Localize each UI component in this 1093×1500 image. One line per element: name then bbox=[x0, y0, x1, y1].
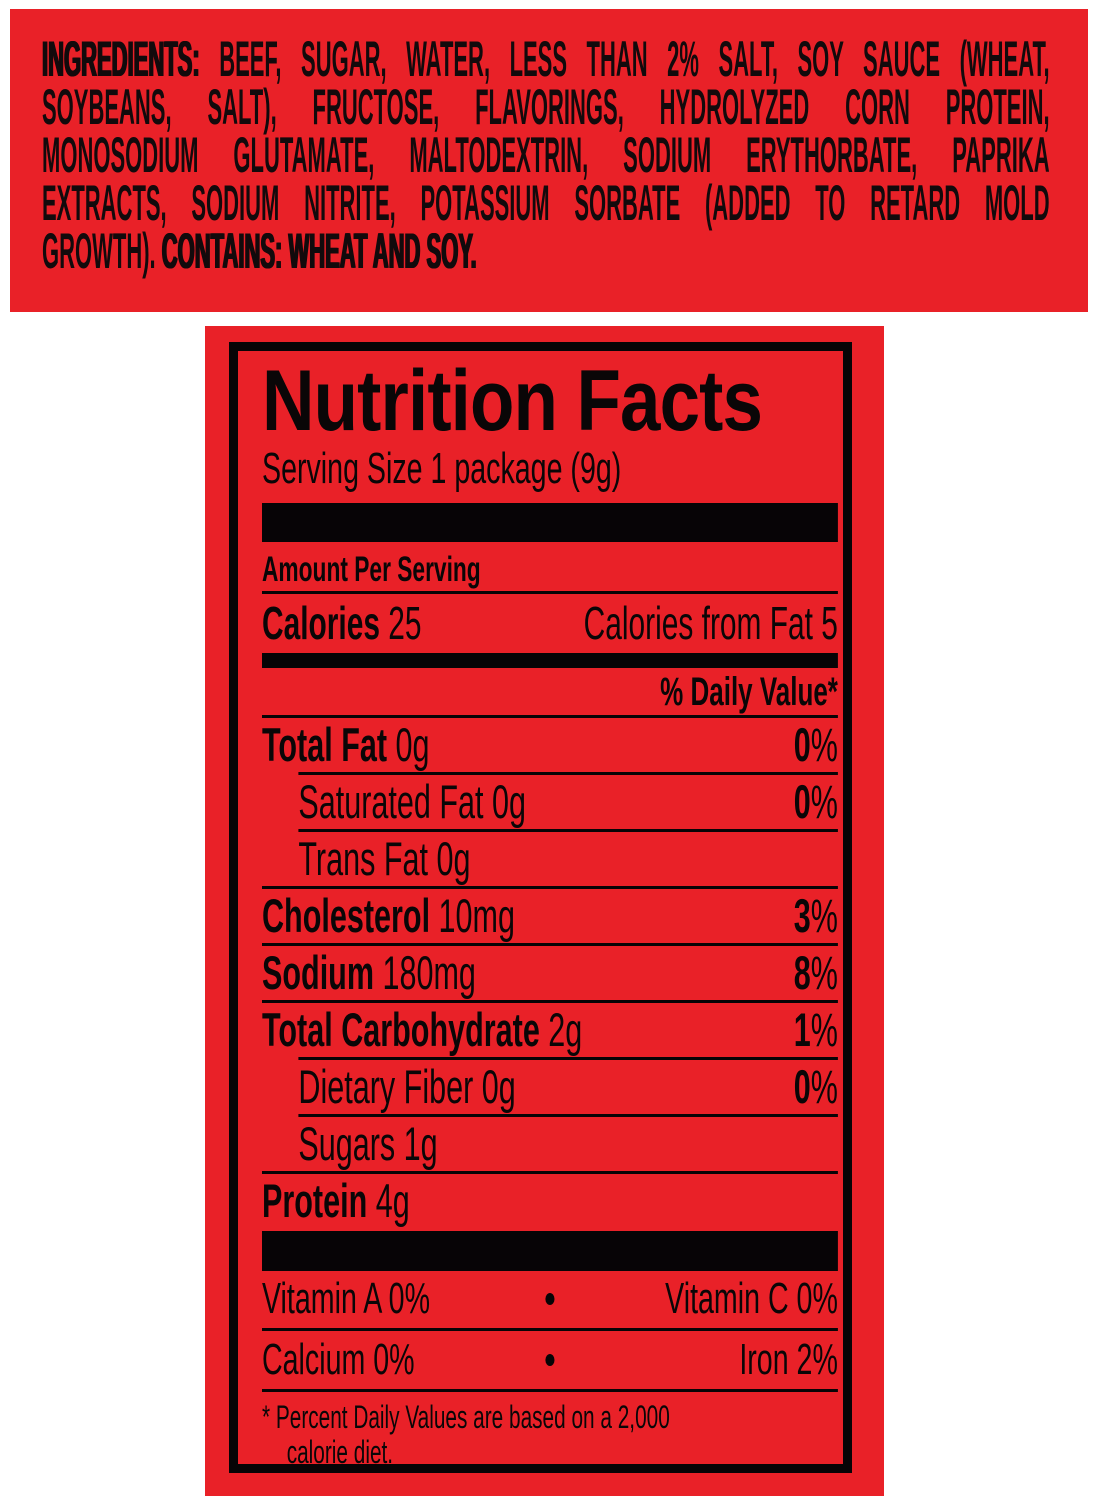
contains-statement: CONTAINS: WHEAT AND SOY. bbox=[161, 223, 477, 279]
bullet-dot-icon bbox=[545, 1293, 555, 1305]
vitamin-a: Vitamin A 0% bbox=[262, 1274, 431, 1323]
nutrient-row-saturated-fat: Saturated Fat 0g 0% bbox=[298, 775, 838, 828]
nutrient-row-total-carbohydrate: Total Carbohydrate 2g 1% bbox=[262, 1003, 838, 1056]
vitamin-row-a-c: Vitamin A 0% Vitamin C 0% bbox=[262, 1271, 838, 1327]
iron: Iron 2% bbox=[739, 1335, 838, 1384]
nutrient-row-sugars: Sugars 1g bbox=[298, 1117, 438, 1170]
redacted-servings-bar bbox=[262, 503, 838, 542]
daily-value: 3% bbox=[793, 889, 838, 942]
nutrition-facts-panel: Nutrition Facts Serving Size 1 package (… bbox=[205, 326, 884, 1496]
calcium: Calcium 0% bbox=[262, 1335, 415, 1384]
divider bbox=[262, 1328, 838, 1331]
daily-value-header: % Daily Value* bbox=[660, 670, 838, 714]
bullet-dot-icon bbox=[545, 1354, 555, 1366]
divider bbox=[262, 1389, 838, 1392]
ingredients-text: INGREDIENTS: BEEF, SUGAR, WATER, LESS TH… bbox=[42, 31, 1050, 279]
thick-divider-bar bbox=[262, 1231, 838, 1271]
calories-label: Calories 25 bbox=[262, 597, 422, 649]
vitamin-c: Vitamin C 0% bbox=[665, 1274, 838, 1323]
divider-indented bbox=[298, 1057, 838, 1060]
ingredients-line: SOYBEANS, SALT), FRUCTOSE, FLAVORINGS, H… bbox=[42, 79, 1050, 135]
thick-divider-bar bbox=[262, 653, 838, 668]
ingredients-line: MONOSODIUM GLUTAMATE, MALTODEXTRIN, SODI… bbox=[42, 127, 1050, 183]
daily-value: 8% bbox=[793, 946, 838, 999]
ingredients-line: EXTRACTS, SODIUM NITRITE, POTASSIUM SORB… bbox=[42, 175, 1050, 231]
nutrition-facts-frame: Nutrition Facts Serving Size 1 package (… bbox=[229, 342, 852, 1473]
daily-value: 0% bbox=[793, 718, 838, 771]
nutrient-row-protein: Protein 4g bbox=[262, 1174, 410, 1227]
divider-indented bbox=[298, 829, 838, 832]
nutrition-facts-title: Nutrition Facts bbox=[262, 353, 763, 449]
calories-from-fat: Calories from Fat 5 bbox=[583, 597, 838, 649]
divider-indented bbox=[298, 1114, 838, 1117]
amount-per-serving: Amount Per Serving bbox=[262, 550, 481, 589]
vitamin-row-calcium-iron: Calcium 0% Iron 2% bbox=[262, 1332, 838, 1388]
nutrition-facts-content: Nutrition Facts Serving Size 1 package (… bbox=[262, 351, 838, 1470]
divider bbox=[262, 715, 838, 718]
nutrient-row-trans-fat: Trans Fat 0g bbox=[298, 832, 471, 885]
ingredients-line: INGREDIENTS: BEEF, SUGAR, WATER, LESS TH… bbox=[42, 31, 1050, 87]
nutrient-row-total-fat: Total Fat 0g 0% bbox=[262, 718, 838, 771]
ingredients-box: INGREDIENTS: BEEF, SUGAR, WATER, LESS TH… bbox=[10, 9, 1088, 312]
nutrient-row-cholesterol: Cholesterol 10mg 3% bbox=[262, 889, 838, 942]
divider bbox=[262, 886, 838, 889]
nutrient-row-sodium: Sodium 180mg 8% bbox=[262, 946, 838, 999]
divider bbox=[262, 591, 838, 594]
divider bbox=[262, 1171, 838, 1174]
serving-size: Serving Size 1 package (9g) bbox=[262, 444, 622, 493]
divider-indented bbox=[298, 772, 838, 775]
daily-value-footnote: * Percent Daily Values are based on a 2,… bbox=[262, 1399, 670, 1470]
daily-value: 0% bbox=[793, 775, 838, 828]
nutrient-row-dietary-fiber: Dietary Fiber 0g 0% bbox=[298, 1060, 838, 1113]
ingredients-line: GROWTH). CONTAINS: WHEAT AND SOY. bbox=[42, 223, 477, 279]
daily-value: 0% bbox=[793, 1060, 838, 1113]
ingredients-heading: INGREDIENTS: bbox=[42, 31, 200, 87]
daily-value: 1% bbox=[793, 1003, 838, 1056]
divider bbox=[262, 943, 838, 946]
divider bbox=[262, 1000, 838, 1003]
calories-row: Calories 25 Calories from Fat 5 bbox=[262, 595, 838, 651]
